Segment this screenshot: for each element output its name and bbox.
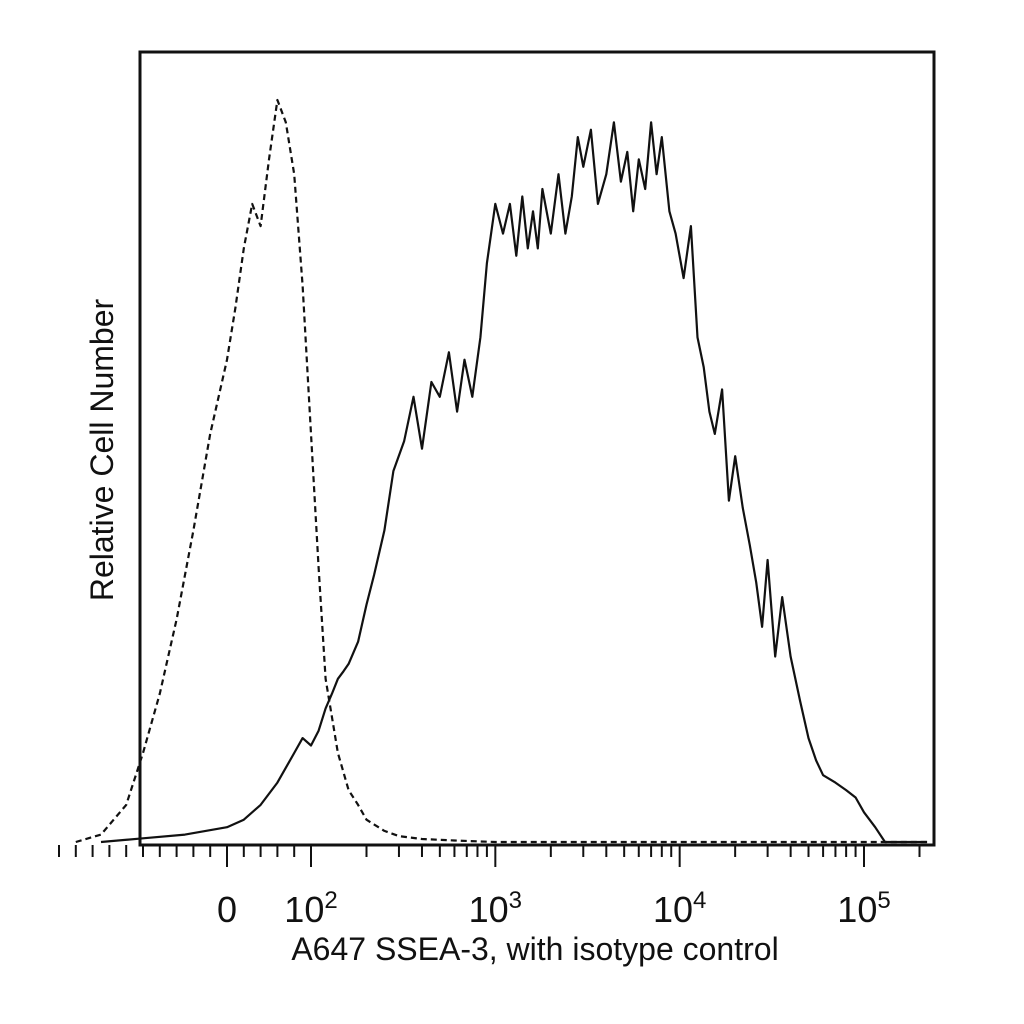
x-tick-label: 105 bbox=[837, 887, 890, 930]
ssea3-histogram-line bbox=[100, 121, 928, 844]
x-axis-ticks bbox=[58, 845, 921, 867]
series-layer bbox=[75, 98, 928, 844]
x-tick-label: 102 bbox=[284, 887, 337, 930]
plot-frame bbox=[138, 50, 936, 847]
x-axis-tick-labels: 0 102 103 104 105 bbox=[217, 887, 891, 930]
y-axis-title: Relative Cell Number bbox=[84, 298, 120, 601]
x-tick-label: 104 bbox=[653, 887, 706, 930]
x-tick-label: 103 bbox=[469, 887, 522, 930]
x-axis-title: A647 SSEA-3, with isotype control bbox=[291, 931, 778, 967]
x-tick-label: 0 bbox=[217, 889, 237, 930]
isotype-control-line bbox=[75, 98, 928, 844]
